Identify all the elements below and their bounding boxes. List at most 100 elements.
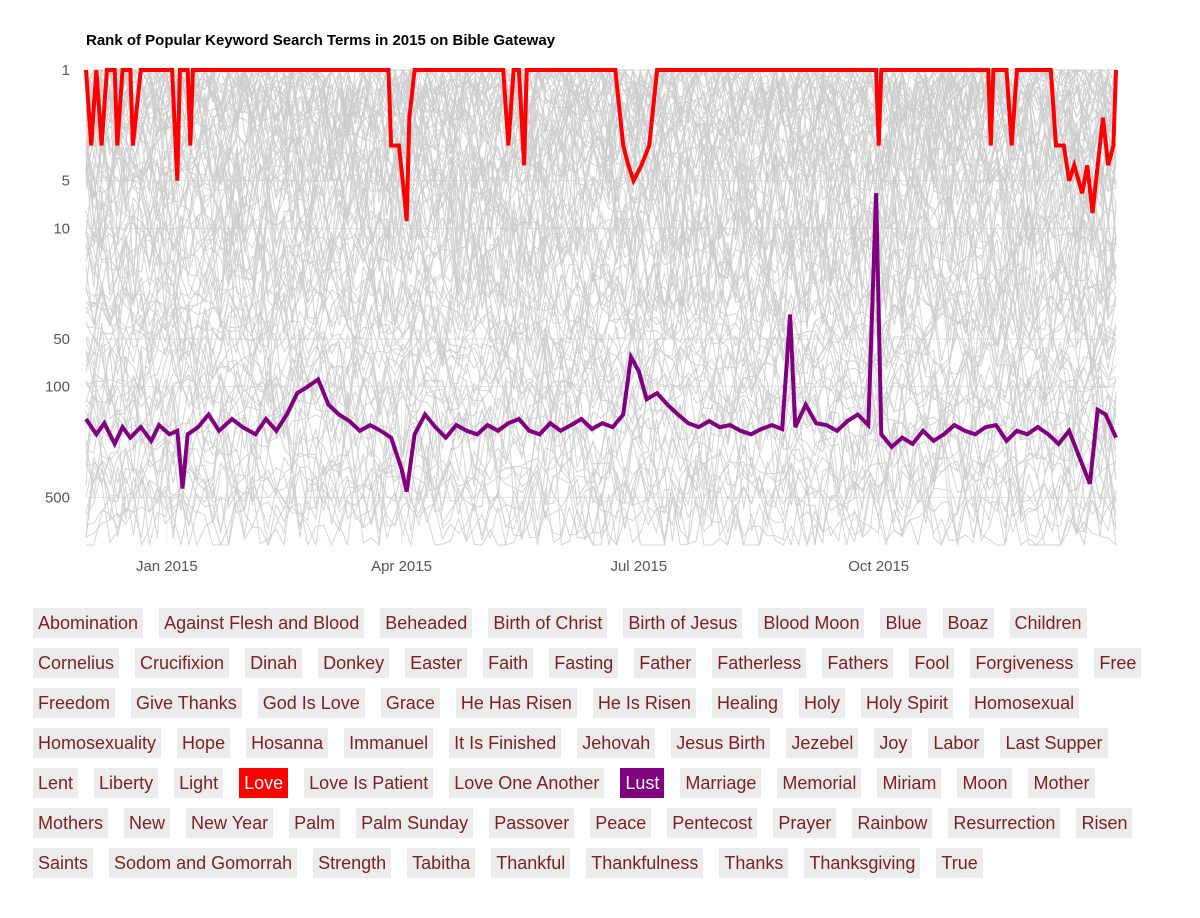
term-chip[interactable]: Holy (798, 688, 845, 718)
term-chip[interactable]: Rainbow (852, 808, 933, 838)
term-chip[interactable]: Birth of Christ (488, 608, 608, 638)
term-chip[interactable]: Free (1094, 648, 1142, 678)
background-series-line (85, 278, 1117, 379)
term-chip[interactable]: New (124, 808, 171, 838)
background-series-line (85, 201, 1117, 372)
term-chip[interactable]: He Has Risen (455, 688, 577, 718)
background-series-line (85, 103, 1117, 221)
term-chip[interactable]: Peace (590, 808, 652, 838)
term-chip[interactable]: Last Supper (1000, 728, 1108, 758)
term-chip[interactable]: God Is Love (257, 688, 365, 718)
term-chip[interactable]: Lust (620, 768, 665, 798)
term-chip[interactable]: Boaz (942, 608, 994, 638)
term-chip[interactable]: Faith (483, 648, 534, 678)
term-chip[interactable]: Labor (928, 728, 985, 758)
term-chip[interactable]: Homosexual (969, 688, 1080, 718)
background-series-line (85, 81, 1117, 226)
term-chip[interactable]: Give Thanks (131, 688, 242, 718)
term-chip[interactable]: Thanksgiving (804, 848, 921, 878)
term-chip[interactable]: Healing (711, 688, 783, 718)
term-chip[interactable]: Fathers (822, 648, 894, 678)
term-chip[interactable]: Thankful (491, 848, 571, 878)
background-series-line (85, 419, 1117, 546)
term-chip[interactable]: Love Is Patient (304, 768, 434, 798)
term-chip[interactable]: Thanks (719, 848, 789, 878)
term-chip[interactable]: Freedom (33, 688, 116, 718)
background-series-line (85, 355, 1117, 499)
term-chip[interactable]: Strength (313, 848, 392, 878)
term-chip[interactable]: Palm Sunday (356, 808, 474, 838)
term-chip[interactable]: Marriage (680, 768, 762, 798)
term-chip[interactable]: Moon (957, 768, 1013, 798)
background-series-line (85, 194, 1117, 395)
term-chip[interactable]: Holy Spirit (861, 688, 954, 718)
background-series-line (85, 80, 1117, 258)
term-chip[interactable]: Light (174, 768, 224, 798)
term-chip[interactable]: Blood Moon (758, 608, 865, 638)
term-chip[interactable]: Hosanna (246, 728, 329, 758)
y-tick-label: 50 (53, 331, 70, 348)
term-chip[interactable]: Passover (489, 808, 575, 838)
term-chip[interactable]: Memorial (777, 768, 862, 798)
term-chip[interactable]: Crucifixion (135, 648, 230, 678)
background-series-line (85, 267, 1117, 426)
term-chip[interactable]: Joy (874, 728, 913, 758)
term-chip[interactable]: Against Flesh and Blood (159, 608, 365, 638)
background-series-line (85, 301, 1117, 443)
term-chip[interactable]: Lent (33, 768, 79, 798)
term-chip[interactable]: Mother (1028, 768, 1095, 798)
term-chip[interactable]: True (936, 848, 983, 878)
series-line-love[interactable] (84, 68, 1118, 222)
term-chip[interactable]: Palm (289, 808, 341, 838)
background-series-line (85, 125, 1117, 290)
term-chip[interactable]: Jezebel (786, 728, 859, 758)
term-chip[interactable]: Thankfulness (586, 848, 704, 878)
term-chip[interactable]: Birth of Jesus (623, 608, 743, 638)
term-chip[interactable]: Fasting (549, 648, 619, 678)
x-axis: Jan 2015 Apr 2015 Jul 2015 Oct 2015 (136, 558, 909, 575)
term-chip[interactable]: Children (1009, 608, 1087, 638)
term-chip[interactable]: Blue (880, 608, 927, 638)
background-series-line (85, 288, 1117, 415)
term-chip[interactable]: It Is Finished (449, 728, 562, 758)
term-chip[interactable]: Fool (909, 648, 955, 678)
term-chip[interactable]: Beheaded (380, 608, 473, 638)
term-chip[interactable]: Donkey (318, 648, 390, 678)
term-chip[interactable]: Sodom and Gomorrah (109, 848, 298, 878)
y-tick-label: 100 (45, 379, 70, 396)
x-tick-label: Jan 2015 (136, 558, 198, 575)
term-chip[interactable]: Dinah (245, 648, 303, 678)
term-chip[interactable]: Cornelius (33, 648, 120, 678)
term-chip[interactable]: Love One Another (449, 768, 605, 798)
background-series-line (85, 377, 1117, 546)
term-chip[interactable]: He Is Risen (592, 688, 696, 718)
term-chip[interactable]: Hope (177, 728, 231, 758)
term-chip[interactable]: Miriam (877, 768, 942, 798)
term-chip[interactable]: Jehovah (577, 728, 656, 758)
term-chip[interactable]: Father (634, 648, 697, 678)
term-chip[interactable]: Immanuel (344, 728, 434, 758)
term-chip[interactable]: Resurrection (948, 808, 1061, 838)
y-tick-label: 500 (45, 489, 70, 506)
term-chip[interactable]: Risen (1076, 808, 1133, 838)
term-chip[interactable]: Jesus Birth (671, 728, 771, 758)
series-line-lust[interactable] (84, 193, 1118, 493)
term-chip[interactable]: Abomination (33, 608, 144, 638)
term-chip[interactable]: Liberty (94, 768, 159, 798)
term-chip[interactable]: Forgiveness (970, 648, 1079, 678)
term-chip[interactable]: Saints (33, 848, 94, 878)
term-chip[interactable]: New Year (186, 808, 274, 838)
y-axis: 1 5 10 50 100 500 (45, 62, 70, 506)
x-tick-label: Jul 2015 (610, 558, 667, 575)
term-chip[interactable]: Easter (405, 648, 468, 678)
term-chip[interactable]: Homosexuality (33, 728, 162, 758)
term-chip[interactable]: Pentecost (667, 808, 758, 838)
term-chip[interactable]: Love (239, 768, 289, 798)
background-series-line (85, 332, 1117, 494)
term-chip[interactable]: Prayer (773, 808, 837, 838)
term-chip[interactable]: Mothers (33, 808, 109, 838)
term-chip[interactable]: Grace (380, 688, 440, 718)
term-chip[interactable]: Tabitha (407, 848, 476, 878)
term-chip[interactable]: Fatherless (712, 648, 807, 678)
y-tick-label: 1 (62, 62, 70, 79)
